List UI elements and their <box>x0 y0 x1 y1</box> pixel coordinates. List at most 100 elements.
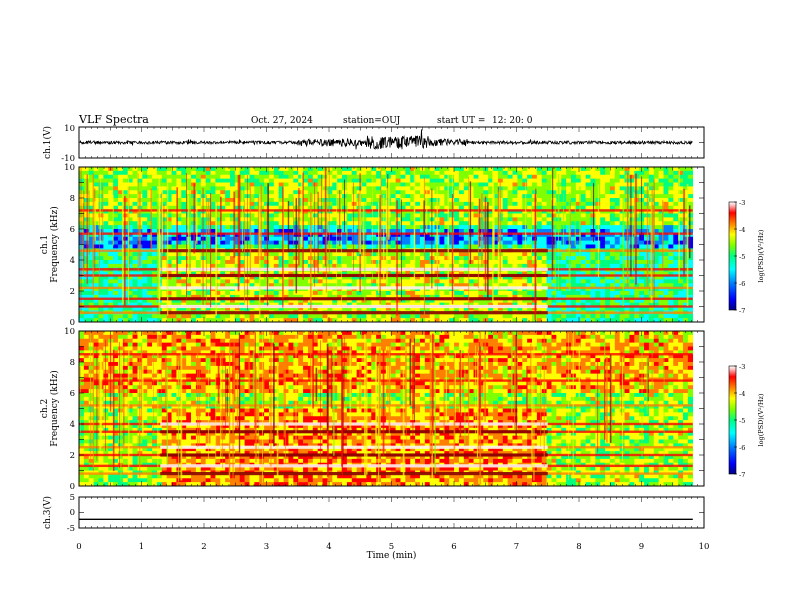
ch1-spec-cell <box>147 306 153 311</box>
ch1-spec-cell <box>152 225 158 230</box>
ch1-spec-cell <box>254 298 260 303</box>
ch1-spec-cell <box>566 167 572 172</box>
ch1-spec-cell <box>239 294 245 300</box>
ch1-spec-cell <box>351 283 357 288</box>
ch1-spec-cell <box>312 318 318 322</box>
ch1-spec-cell <box>312 244 318 249</box>
ch1-spec-cell <box>103 194 109 199</box>
ch1-spec-cell <box>303 263 309 269</box>
ch1-spec-cell <box>152 279 158 284</box>
ch1-spec-cell <box>527 221 533 226</box>
ch1-spec-cell <box>108 287 114 292</box>
ch1-spec-cell <box>234 298 241 303</box>
ch1-spec-cell <box>609 252 616 257</box>
ch1-spec-cell <box>434 170 440 176</box>
ch1-spec-cell <box>527 252 533 257</box>
ch1-spec-cell <box>614 174 620 179</box>
ch1-spec-cell <box>346 244 353 249</box>
ch1-spec-cell <box>605 271 611 276</box>
ch1-spec-cell <box>507 232 513 238</box>
ch1-spec-cell <box>332 306 338 311</box>
ch1-spec-cell <box>488 271 494 276</box>
ch1-spec-cell <box>327 263 333 269</box>
ch1-spec-cell <box>507 178 513 183</box>
ch1-spec-cell <box>629 306 635 311</box>
ch1-spec-cell <box>600 174 606 179</box>
ch1-spec-cell <box>176 229 182 234</box>
ch1-spec-cell <box>385 283 392 288</box>
ch1-spec-cell <box>108 221 114 226</box>
ch1-spec-cell <box>507 275 513 280</box>
ch1-spec-cell <box>205 174 211 179</box>
ch1-spec-cell <box>317 221 323 226</box>
ch1-spec-cell <box>458 232 465 238</box>
ch1-spec-cell <box>273 298 280 303</box>
ch1-spec-cell <box>463 294 469 300</box>
ch1-spec-cell <box>195 275 202 280</box>
ch1-spec-cell <box>361 225 367 230</box>
ch1-spec-cell <box>527 190 533 195</box>
ch1-spec-cell <box>629 294 635 300</box>
ch1-spec-cell <box>605 263 611 269</box>
ch1-spec-cell <box>385 314 392 319</box>
ch1-spec-cell <box>254 182 260 187</box>
ch1-spec-cell <box>142 213 148 218</box>
ch1-spec-cell <box>522 170 528 176</box>
ch1-spec-cell <box>507 198 513 203</box>
ch1-spec-cell <box>468 271 474 276</box>
ch1-spec-cell <box>127 275 133 280</box>
ch1-spec-cell <box>132 236 138 241</box>
ch1-spec-cell <box>127 194 133 199</box>
ch1-spec-cell <box>376 186 382 191</box>
ch1-spec-cell <box>405 217 411 222</box>
ch1-spec-cell <box>83 244 90 249</box>
ch1-spec-cell <box>644 279 650 284</box>
ch1-spec-cell <box>463 298 469 303</box>
ch1-spec-cell <box>454 236 460 241</box>
ch1-spec-cell <box>609 306 616 311</box>
ch1-spec-cell <box>83 209 90 214</box>
ch1-spec-cell <box>488 198 494 203</box>
ch1-spec-cell <box>410 244 416 249</box>
ch1-spec-cell <box>283 178 289 183</box>
ch1-spec-cell <box>322 302 328 307</box>
ch1-spec-cell <box>639 294 645 300</box>
ch1-spec-cell <box>493 306 499 311</box>
ch1-spec-cell <box>303 279 309 284</box>
ch1-spec-cell <box>400 225 406 230</box>
ch1-spec-cell <box>312 236 318 241</box>
ch1-spec-cell <box>351 213 357 218</box>
ch1-spec-cell <box>205 190 211 195</box>
ch1-spec-cell <box>137 314 143 319</box>
ch1-spec-cell <box>298 294 304 300</box>
ch1-spec-cell <box>103 201 109 207</box>
ch1-spec-cell <box>366 174 372 179</box>
ch1-spec-cell <box>273 260 280 265</box>
ch1-spec-cell <box>249 263 255 269</box>
ch1-spec-cell <box>458 198 465 203</box>
ch1-spec-cell <box>390 236 396 241</box>
ch1-spec-cell <box>254 275 260 280</box>
ch1-spec-cell <box>117 306 124 311</box>
ch1-spec-cell <box>580 198 586 203</box>
ch1-spec-cell <box>619 263 625 269</box>
ch1-spec-cell <box>473 170 479 176</box>
ch1-spec-cell <box>424 240 431 245</box>
ch1-spec-cell <box>166 275 172 280</box>
ch1-spec-cell <box>288 294 294 300</box>
ch1-spec-cell <box>463 271 469 276</box>
ch1-spec-cell <box>171 190 177 195</box>
ch1-spec-cell <box>361 229 367 234</box>
ch1-spec-cell <box>103 275 109 280</box>
ch1-spec-cell <box>585 221 591 226</box>
ch1-spec-cell <box>278 291 284 296</box>
ch1-spec-cell <box>444 306 450 311</box>
ch1-spec-cell <box>381 167 387 172</box>
ch1-spec-cell <box>385 260 392 265</box>
ch1-spec-cell <box>444 178 450 183</box>
ch1-spec-cell <box>127 190 133 195</box>
ch1-spec-cell <box>522 263 528 269</box>
ch1-spec-cell <box>152 291 158 296</box>
ch1-spec-cell <box>108 271 114 276</box>
ch1-spec-cell <box>400 213 406 218</box>
